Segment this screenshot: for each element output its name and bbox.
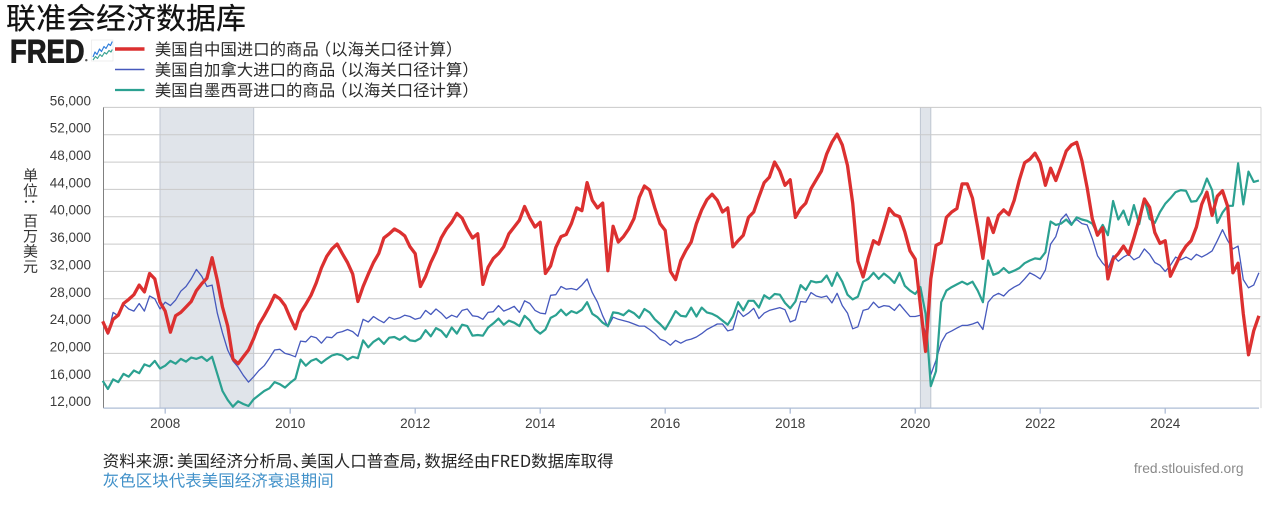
svg-text:20,000: 20,000 [50,339,91,354]
svg-text:2018: 2018 [775,416,805,431]
svg-text:48,000: 48,000 [50,148,91,163]
svg-text:44,000: 44,000 [50,175,91,190]
svg-text:56,000: 56,000 [50,93,91,108]
svg-text:2010: 2010 [275,416,305,431]
svg-text:40,000: 40,000 [50,203,91,218]
svg-text:2020: 2020 [900,416,930,431]
svg-text:28,000: 28,000 [50,285,91,300]
svg-text:52,000: 52,000 [50,121,91,136]
svg-text:2008: 2008 [150,416,180,431]
svg-text:FRED: FRED [10,34,85,70]
svg-text:2024: 2024 [1150,416,1181,431]
svg-text:36,000: 36,000 [50,230,91,245]
svg-text:32,000: 32,000 [50,257,91,272]
svg-text:24,000: 24,000 [50,312,91,327]
svg-text:16,000: 16,000 [50,367,91,382]
svg-text:2016: 2016 [650,416,680,431]
svg-text:2022: 2022 [1025,416,1055,431]
svg-text:12,000: 12,000 [50,394,91,409]
svg-text:2014: 2014 [525,416,556,431]
svg-text:fred.stlouisfed.org: fred.stlouisfed.org [1134,461,1244,476]
svg-text:2012: 2012 [400,416,430,431]
